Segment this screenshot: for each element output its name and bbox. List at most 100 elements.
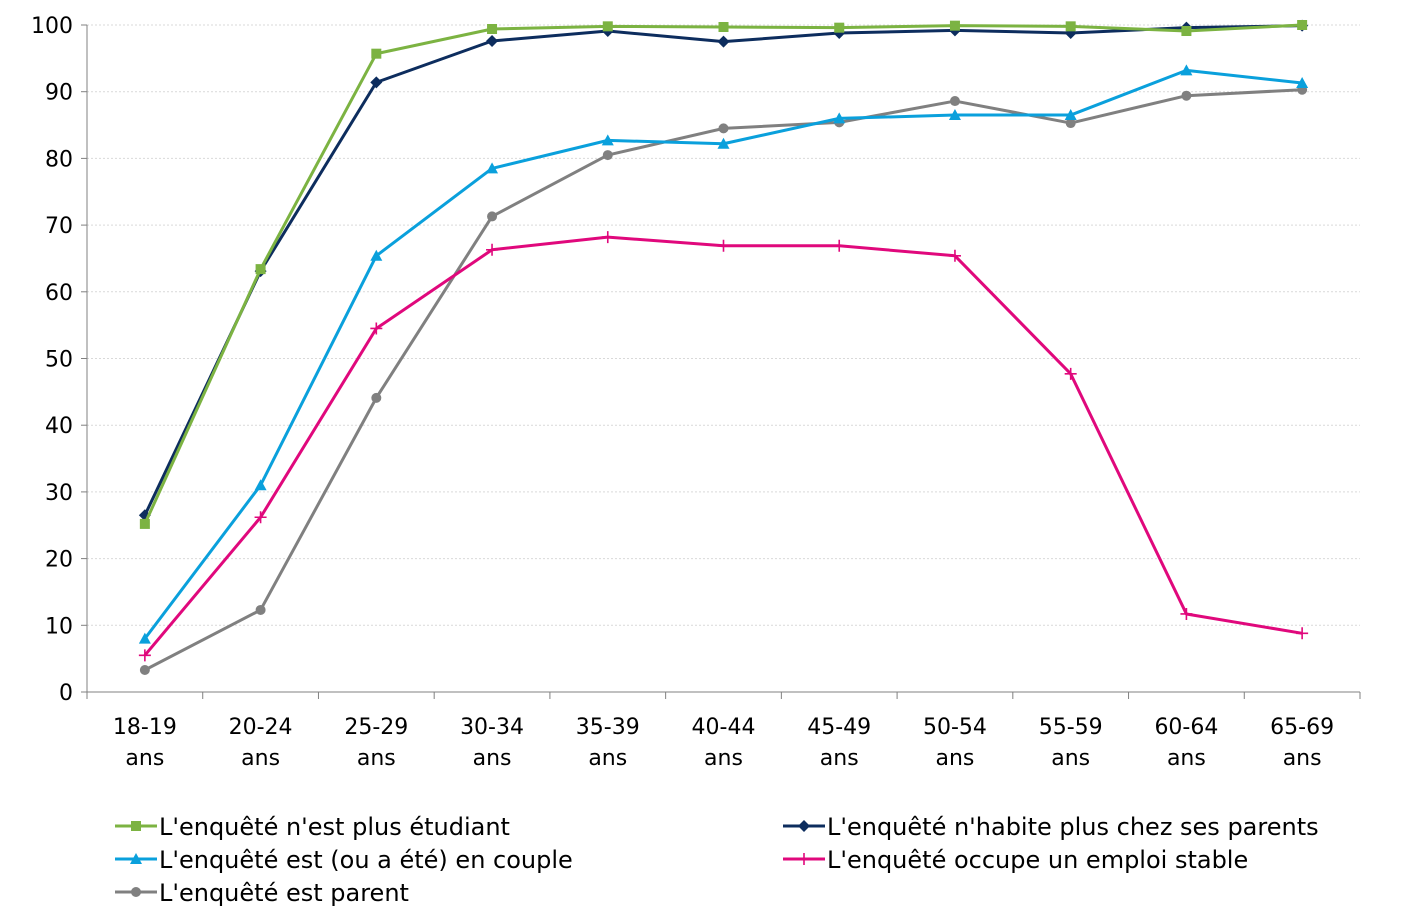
legend-label: L'enquêté est (ou a été) en couple bbox=[159, 846, 573, 874]
y-tick-label: 100 bbox=[31, 14, 73, 39]
marker-circle bbox=[718, 123, 729, 134]
series-lines bbox=[138, 19, 1309, 675]
series-0 bbox=[139, 20, 1308, 529]
x-tick-label: 25-29 bbox=[344, 715, 408, 740]
marker-circle bbox=[1065, 118, 1076, 129]
legend-label: L'enquêté n'est plus étudiant bbox=[159, 813, 510, 841]
marker-circle bbox=[255, 604, 266, 615]
series-line bbox=[143, 24, 1303, 516]
x-tick-label: ans bbox=[241, 746, 280, 771]
marker-square bbox=[602, 21, 613, 32]
marker-circle bbox=[949, 96, 960, 107]
marker-square bbox=[371, 48, 382, 59]
marker-square bbox=[718, 22, 729, 33]
marker-circle bbox=[1181, 90, 1192, 101]
y-tick-label: 40 bbox=[45, 414, 73, 439]
legend-item: L'enquêté occupe un emploi stable bbox=[783, 846, 1248, 874]
y-tick-label: 10 bbox=[45, 614, 73, 639]
series-3 bbox=[138, 231, 1309, 662]
x-tick-label: ans bbox=[473, 746, 512, 771]
marker-diamond bbox=[1064, 27, 1077, 40]
legend-item: L'enquêté n'est plus étudiant bbox=[115, 813, 510, 841]
marker-square bbox=[834, 22, 845, 33]
x-tick-label: 55-59 bbox=[1039, 715, 1103, 740]
y-tick-label: 20 bbox=[45, 548, 73, 573]
marker-triangle bbox=[717, 137, 730, 149]
marker-square bbox=[487, 24, 498, 35]
marker-circle bbox=[487, 211, 498, 222]
marker-diamond bbox=[798, 820, 810, 832]
marker-triangle bbox=[486, 162, 499, 174]
y-tick-label: 50 bbox=[45, 348, 73, 373]
x-tick-label: ans bbox=[1283, 746, 1322, 771]
legend: L'enquêté n'est plus étudiant L'enquêté n… bbox=[115, 813, 1319, 907]
x-tick-label: 60-64 bbox=[1154, 715, 1218, 740]
marker-square bbox=[255, 264, 266, 275]
marker-plus bbox=[1296, 627, 1309, 640]
marker-triangle bbox=[1064, 109, 1077, 121]
legend-item: L'enquêté est parent bbox=[115, 879, 409, 907]
marker-diamond bbox=[717, 35, 730, 48]
y-tick-label: 30 bbox=[45, 481, 73, 506]
series-line bbox=[143, 23, 1303, 525]
x-tick-label: 18-19 bbox=[113, 715, 177, 740]
marker-plus bbox=[370, 322, 383, 335]
legend-label: L'enquêté occupe un emploi stable bbox=[827, 846, 1248, 874]
x-tick-label: ans bbox=[704, 746, 743, 771]
gridlines bbox=[87, 24, 1360, 626]
y-tick-label: 80 bbox=[45, 147, 73, 172]
x-tick-label: 40-44 bbox=[692, 715, 756, 740]
marker-plus bbox=[486, 243, 499, 256]
marker-plus bbox=[138, 649, 151, 662]
x-tick-label: ans bbox=[936, 746, 975, 771]
marker-square bbox=[949, 20, 960, 31]
marker-circle bbox=[131, 887, 141, 897]
series-2 bbox=[138, 64, 1309, 644]
marker-plus bbox=[798, 853, 810, 865]
marker-square bbox=[131, 821, 141, 831]
marker-plus bbox=[254, 511, 267, 524]
marker-plus bbox=[601, 231, 614, 244]
marker-diamond bbox=[486, 35, 499, 48]
y-tick-label: 70 bbox=[45, 214, 73, 239]
y-tick-label: 90 bbox=[45, 81, 73, 106]
x-tick-label: ans bbox=[588, 746, 627, 771]
x-tick-label: 20-24 bbox=[229, 715, 293, 740]
marker-triangle bbox=[948, 109, 961, 121]
marker-square bbox=[1065, 21, 1076, 32]
legend-item: L'enquêté est (ou a été) en couple bbox=[115, 846, 573, 874]
marker-triangle bbox=[254, 479, 267, 491]
y-tick-label: 60 bbox=[45, 281, 73, 306]
marker-plus bbox=[717, 239, 730, 252]
marker-circle bbox=[139, 664, 150, 675]
marker-plus bbox=[948, 249, 961, 262]
marker-triangle bbox=[138, 632, 151, 644]
x-tick-label: 35-39 bbox=[576, 715, 640, 740]
marker-circle bbox=[371, 392, 382, 403]
axes: 0 10 20 30 40 50 60 70 80 90 100 18-19 ans 20-24 ans 25… bbox=[31, 14, 1361, 771]
x-tick-label: ans bbox=[1167, 746, 1206, 771]
marker-triangle bbox=[370, 249, 383, 261]
marker-square bbox=[139, 518, 150, 529]
series-1 bbox=[138, 19, 1309, 522]
marker-triangle bbox=[833, 112, 846, 124]
marker-diamond bbox=[833, 27, 846, 40]
marker-square bbox=[1297, 20, 1308, 30]
marker-plus bbox=[1180, 607, 1193, 620]
marker-triangle bbox=[1180, 64, 1193, 76]
marker-square bbox=[1181, 26, 1192, 37]
series-line bbox=[143, 235, 1303, 657]
marker-triangle bbox=[130, 853, 142, 864]
marker-plus bbox=[833, 239, 846, 252]
x-tick-label: 50-54 bbox=[923, 715, 987, 740]
legend-label: L'enquêté n'habite plus chez ses parents bbox=[827, 813, 1319, 841]
marker-triangle bbox=[601, 134, 614, 146]
series-line bbox=[143, 68, 1303, 640]
legend-label: L'enquêté est parent bbox=[159, 879, 409, 907]
marker-circle bbox=[602, 150, 613, 161]
x-tick-label: ans bbox=[820, 746, 859, 771]
x-tick-label: 45-49 bbox=[807, 715, 871, 740]
marker-diamond bbox=[370, 76, 383, 89]
x-tick-label: ans bbox=[125, 746, 164, 771]
